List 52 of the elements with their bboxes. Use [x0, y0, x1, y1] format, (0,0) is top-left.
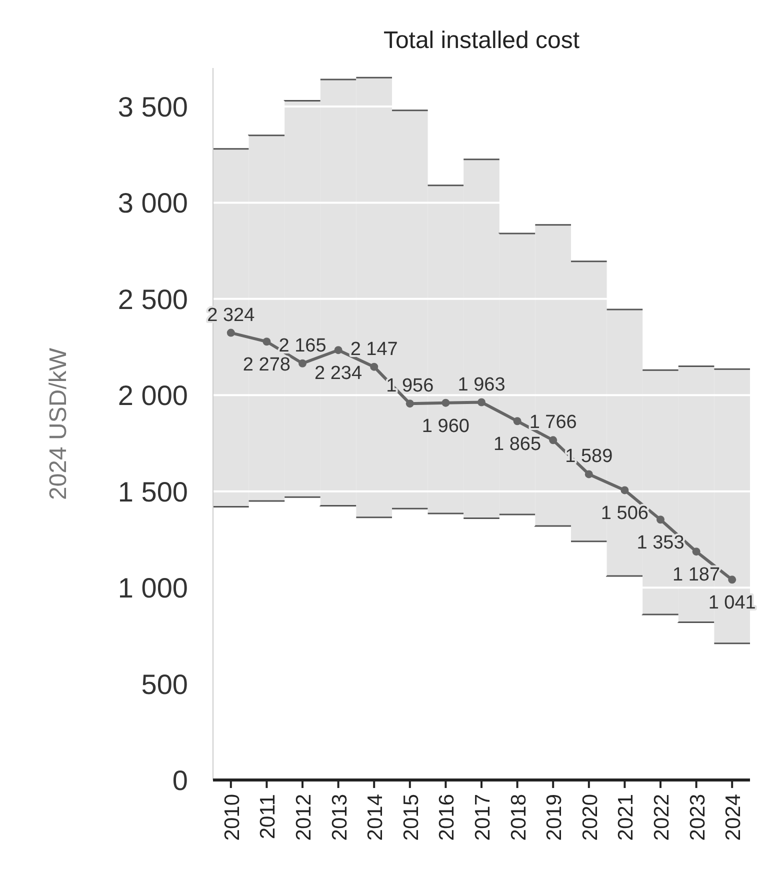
x-tick-label: 2023 [686, 794, 710, 841]
x-tick-label: 2020 [578, 794, 602, 841]
data-label: 1 187 [672, 564, 720, 586]
data-label: 1 766 [529, 412, 577, 434]
x-tick-label: 2014 [364, 794, 388, 841]
x-tick-label: 2024 [722, 794, 746, 841]
x-tick-label: 2010 [220, 794, 244, 841]
data-label: 1 041 [708, 592, 756, 614]
point [334, 346, 342, 354]
data-label: 1 963 [458, 374, 506, 396]
chart-title: Total installed cost [383, 27, 580, 54]
point [370, 362, 378, 371]
y-tick-label: 3 500 [118, 91, 188, 122]
data-label: 1 865 [494, 434, 542, 456]
data-label: 1 506 [600, 503, 648, 524]
x-tick-label: 2021 [614, 794, 638, 841]
point [298, 359, 306, 368]
point [262, 338, 271, 346]
point [478, 398, 486, 406]
data-label: 1 353 [636, 532, 684, 554]
y-axis-title: 2024 USD/kW [45, 348, 72, 500]
x-tick-label: 2017 [472, 794, 494, 841]
point [549, 436, 558, 444]
point [406, 400, 414, 408]
x-tick-label: 2022 [650, 794, 674, 841]
x-tick-label: 2015 [400, 794, 423, 841]
y-tick-label: 2 000 [118, 380, 188, 412]
y-tick-label: 2 500 [118, 284, 188, 315]
point [728, 576, 736, 584]
point [226, 328, 235, 337]
point [692, 548, 700, 556]
data-label: 1 960 [422, 416, 470, 437]
x-tick-label: 2012 [292, 794, 316, 841]
point [620, 486, 629, 494]
point [513, 417, 522, 426]
y-tick-label: 0 [172, 765, 188, 796]
x-tick-label: 2016 [436, 794, 459, 841]
data-label: 2 234 [314, 363, 363, 384]
x-tick-label: 2018 [507, 794, 530, 841]
point [442, 398, 450, 407]
point [584, 470, 593, 478]
data-label: 2 324 [207, 304, 256, 326]
y-tick-label: 500 [141, 668, 188, 700]
y-tick-label: 3 000 [118, 188, 188, 219]
point [656, 516, 664, 524]
y-tick-label: 1 500 [118, 476, 188, 508]
x-tick-label: 2019 [543, 794, 566, 841]
y-tick-label: 1 000 [118, 572, 188, 604]
x-tick-label: 2013 [328, 794, 352, 841]
data-label: 2 147 [350, 338, 398, 360]
data-label: 2 278 [242, 354, 290, 376]
x-tick-label: 2011 [256, 794, 280, 840]
